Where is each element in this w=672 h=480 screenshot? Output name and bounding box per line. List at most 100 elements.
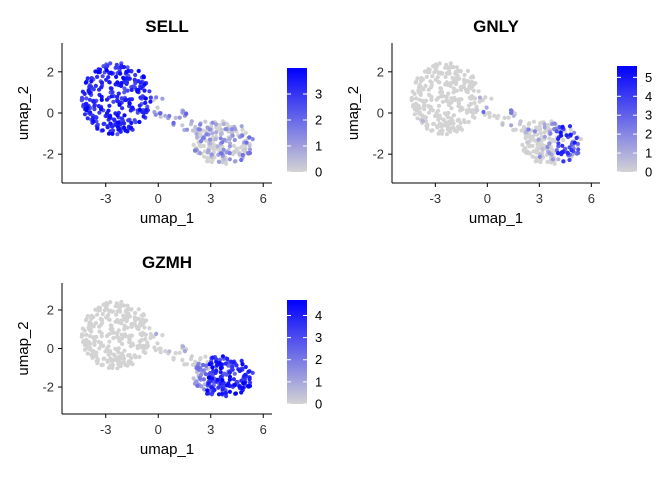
cell-point: [443, 74, 448, 79]
cell-point: [239, 385, 244, 390]
cell-point: [230, 364, 235, 369]
cell-point: [206, 148, 211, 153]
cell-point: [462, 78, 467, 83]
cell-point: [436, 103, 442, 108]
cell-point: [143, 337, 148, 342]
cell-point: [143, 350, 148, 355]
cell-point: [492, 113, 497, 118]
cell-point: [218, 136, 223, 141]
cell-point: [125, 88, 130, 93]
cell-point: [99, 106, 104, 111]
cell-point: [99, 340, 104, 345]
cell-point: [232, 371, 237, 376]
cell-point: [132, 77, 137, 82]
cell-point: [452, 97, 457, 103]
cell-point: [224, 383, 229, 388]
cell-point: [426, 69, 431, 74]
cell-point: [568, 132, 573, 137]
cell-point: [87, 97, 92, 102]
cell-point: [189, 119, 194, 124]
cell-point: [116, 362, 121, 367]
cell-point: [247, 135, 252, 140]
cell-point: [115, 65, 120, 70]
cell-point: [217, 122, 223, 128]
cell-point: [435, 124, 440, 129]
cell-point: [243, 372, 248, 377]
cell-point: [125, 363, 130, 368]
cell-point: [120, 106, 125, 111]
cell-point: [567, 124, 573, 129]
cell-point: [122, 121, 127, 126]
cell-point: [107, 339, 112, 344]
cell-point: [568, 127, 573, 132]
cell-point: [201, 368, 206, 373]
cell-point: [184, 127, 190, 132]
cell-point: [532, 138, 537, 143]
cell-point: [112, 352, 117, 357]
cell-point: [108, 327, 113, 332]
cell-point: [99, 94, 104, 99]
cell-point: [240, 133, 245, 138]
cell-point: [212, 155, 217, 160]
cell-point: [465, 68, 470, 74]
cell-point: [217, 357, 223, 362]
cell-point: [173, 351, 178, 356]
cell-point: [124, 316, 129, 321]
point-layer: [79, 61, 255, 166]
cell-point: [489, 96, 494, 101]
cell-point: [147, 326, 152, 331]
cell-point: [556, 157, 561, 162]
cell-point: [472, 115, 477, 120]
cell-point: [447, 71, 452, 76]
cell-point: [218, 366, 223, 371]
cell-point: [434, 111, 439, 116]
cell-point: [531, 119, 537, 124]
cell-point: [542, 134, 547, 139]
cell-point: [242, 147, 247, 152]
panel-1: GNLY -3 0 3 6 -2 0 2 umap_1 umap_2 0 1 2 3 4 5: [345, 17, 652, 227]
color-bar: [617, 66, 637, 172]
x-tick-label: 6: [588, 191, 595, 206]
cell-point: [438, 90, 443, 95]
x-tick-label: 0: [155, 191, 162, 206]
cell-point: [230, 133, 235, 138]
cell-point: [214, 125, 219, 130]
cell-point: [108, 356, 113, 361]
cell-point: [410, 104, 416, 109]
cell-point: [558, 130, 563, 135]
cell-point: [85, 351, 90, 356]
cell-point: [539, 135, 544, 140]
cell-point: [572, 130, 577, 135]
cell-point: [436, 79, 441, 84]
cell-point: [561, 137, 566, 143]
cell-point: [207, 362, 212, 367]
cell-point: [506, 115, 511, 120]
cell-point: [578, 137, 583, 142]
cell-point: [472, 100, 477, 105]
y-tick-label: 0: [377, 106, 384, 121]
cell-point: [227, 370, 232, 375]
cell-point: [79, 95, 85, 100]
cell-point: [129, 120, 134, 126]
cell-point: [180, 123, 185, 128]
cell-point: [85, 76, 90, 81]
cell-point: [143, 96, 148, 101]
cell-point: [526, 127, 531, 132]
cell-point: [105, 358, 110, 363]
cell-point: [550, 157, 555, 162]
x-tick-label: 3: [207, 422, 214, 437]
cell-point: [484, 105, 489, 110]
cell-point: [233, 126, 238, 132]
cell-point: [189, 354, 194, 359]
cell-point: [95, 126, 100, 131]
cell-point: [81, 340, 86, 345]
legend-tick-label: 1: [645, 146, 652, 161]
cell-point: [197, 375, 202, 381]
cell-point: [444, 94, 449, 99]
cell-point: [432, 70, 437, 75]
cell-point: [240, 152, 245, 158]
cell-point: [115, 113, 120, 118]
cell-point: [108, 121, 113, 126]
cell-point: [87, 320, 92, 325]
cell-point: [107, 103, 112, 108]
